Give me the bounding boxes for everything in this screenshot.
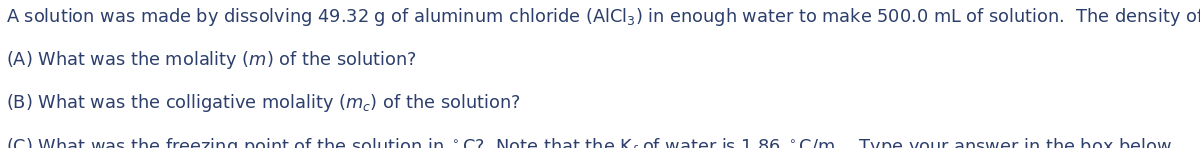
Text: (A) What was the molality ($m$) of the solution?: (A) What was the molality ($m$) of the s… [6,49,416,71]
Text: A solution was made by dissolving 49.32 g of aluminum chloride (AlCl$_3$) in eno: A solution was made by dissolving 49.32 … [6,6,1200,28]
Text: (B) What was the colligative molality ($m_c$) of the solution?: (B) What was the colligative molality ($… [6,92,521,114]
Text: (C) What was the freezing point of the solution in $^\circ$C?  Note that the K$_: (C) What was the freezing point of the s… [6,136,1176,148]
